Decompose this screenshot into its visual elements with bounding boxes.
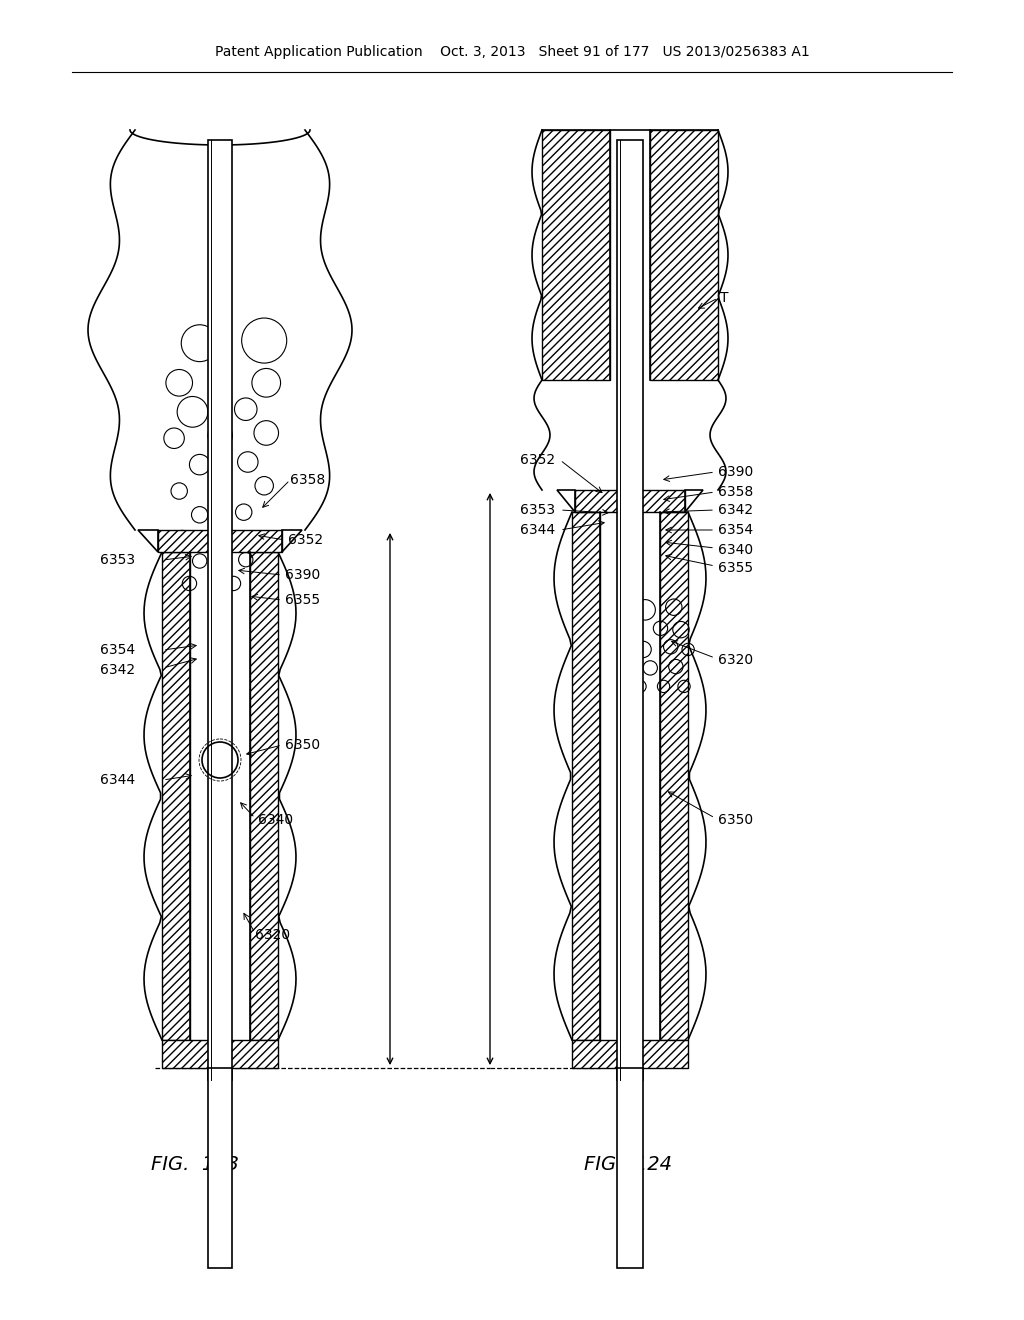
Text: 6354: 6354 xyxy=(100,643,135,657)
Bar xyxy=(617,140,643,1080)
Text: 6358: 6358 xyxy=(290,473,326,487)
Bar xyxy=(162,552,190,1040)
Text: 6340: 6340 xyxy=(718,543,753,557)
Text: 6340: 6340 xyxy=(258,813,293,828)
Bar xyxy=(162,1040,278,1068)
Text: 6320: 6320 xyxy=(718,653,753,667)
Text: 6350: 6350 xyxy=(718,813,753,828)
Bar xyxy=(158,531,282,552)
Text: 6358: 6358 xyxy=(718,484,754,499)
Bar xyxy=(572,1040,688,1068)
Text: 6344: 6344 xyxy=(100,774,135,787)
Text: 6355: 6355 xyxy=(718,561,753,576)
Text: 6353: 6353 xyxy=(520,503,555,517)
Text: 6390: 6390 xyxy=(718,465,754,479)
Text: 6350: 6350 xyxy=(285,738,321,752)
Text: 6390: 6390 xyxy=(285,568,321,582)
Bar xyxy=(208,1068,232,1269)
Text: 6344: 6344 xyxy=(520,523,555,537)
Text: 6342: 6342 xyxy=(100,663,135,677)
Text: 6353: 6353 xyxy=(100,553,135,568)
Bar xyxy=(617,1068,643,1269)
Text: T: T xyxy=(720,290,728,305)
Text: 6342: 6342 xyxy=(718,503,753,517)
Text: 6320: 6320 xyxy=(255,928,290,942)
Bar xyxy=(572,512,600,1040)
Text: FIG.  124: FIG. 124 xyxy=(584,1155,672,1175)
Text: 6352: 6352 xyxy=(288,533,324,546)
Bar xyxy=(650,129,718,380)
Text: 6355: 6355 xyxy=(285,593,321,607)
Bar xyxy=(542,129,610,380)
Bar xyxy=(575,490,685,512)
Text: 6354: 6354 xyxy=(718,523,753,537)
Bar xyxy=(660,512,688,1040)
Text: FIG.  123: FIG. 123 xyxy=(151,1155,239,1175)
Bar xyxy=(208,140,232,1080)
Text: 6352: 6352 xyxy=(520,453,555,467)
Text: Patent Application Publication    Oct. 3, 2013   Sheet 91 of 177   US 2013/02563: Patent Application Publication Oct. 3, 2… xyxy=(215,45,809,59)
Bar xyxy=(250,552,278,1040)
